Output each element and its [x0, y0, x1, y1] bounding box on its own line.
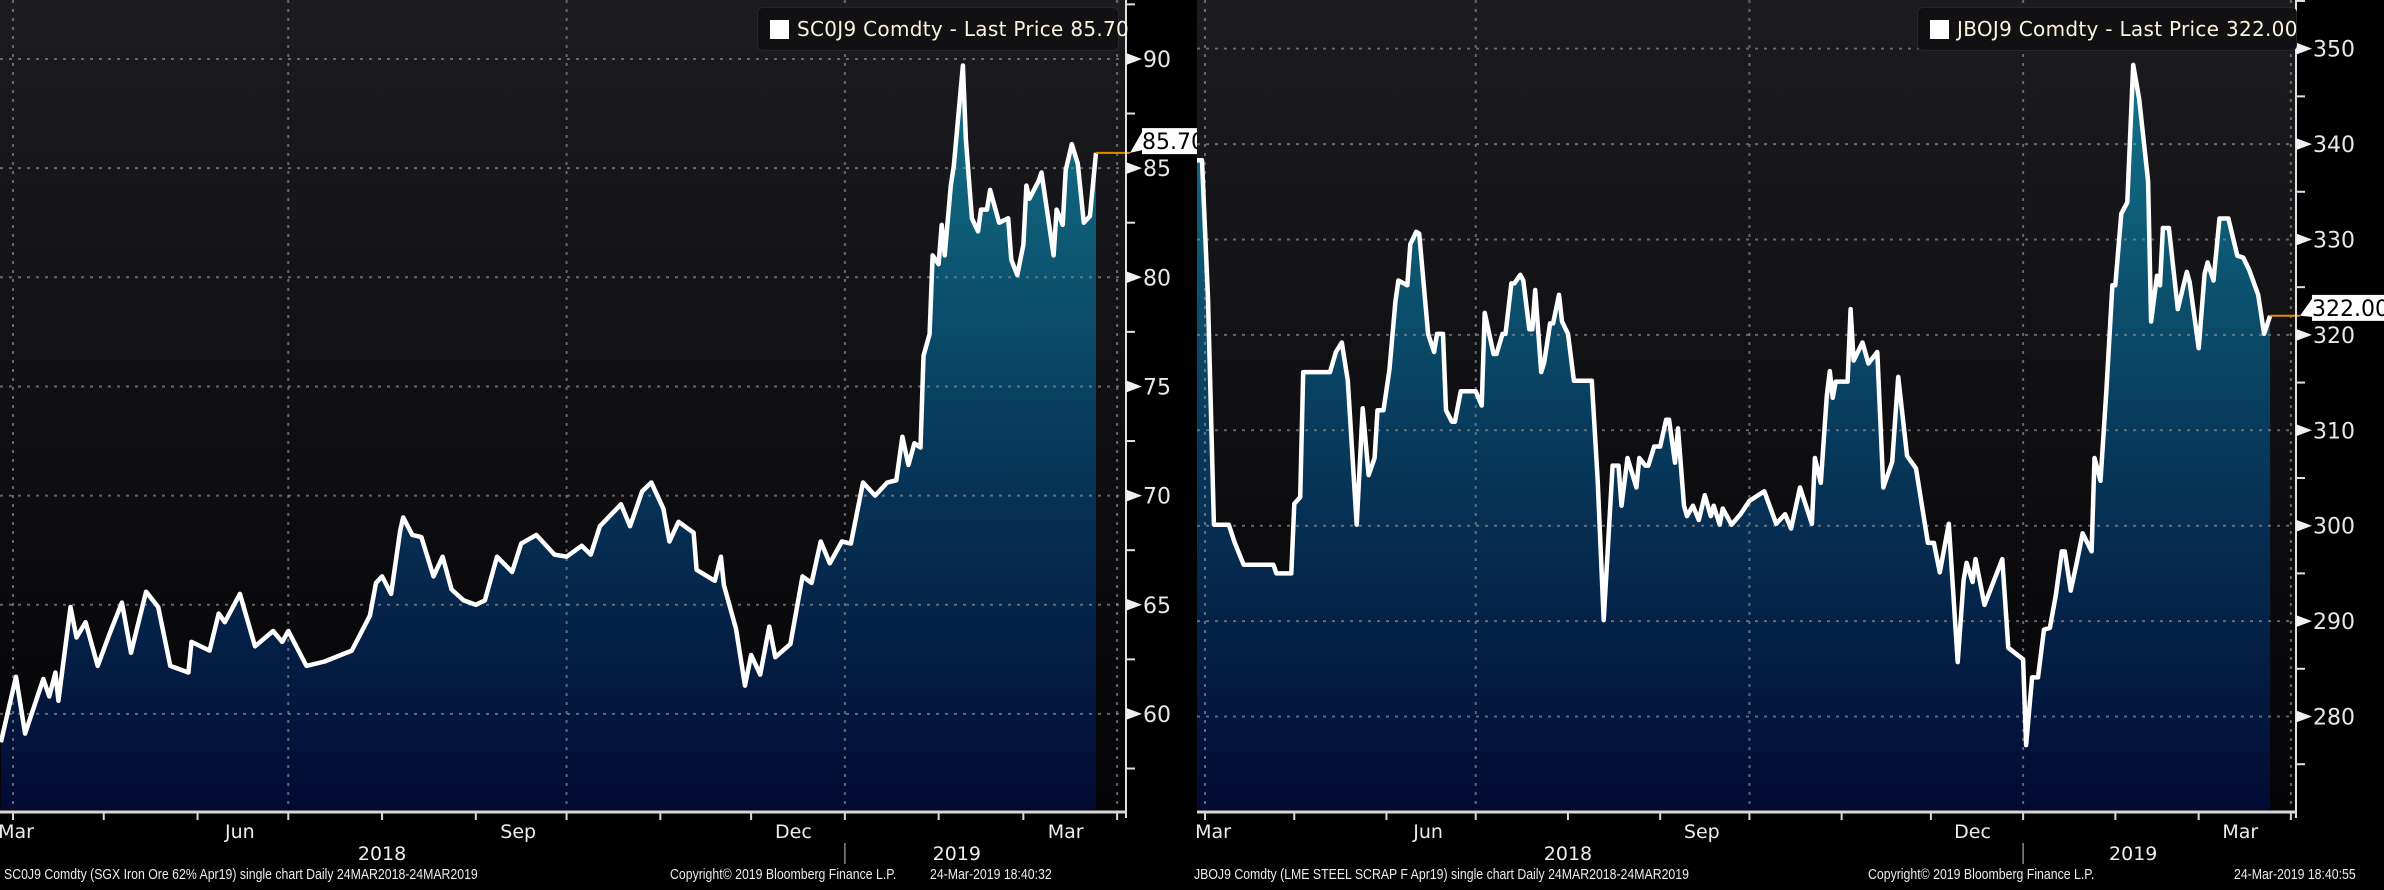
legend-left: SC0J9 Comdty - Last Price 85.70 [757, 7, 1129, 51]
y-tick-label: 85 [1143, 157, 1171, 182]
y-tick-marker-icon [2296, 519, 2312, 532]
y-tick-marker-icon [2296, 424, 2312, 437]
y-tick-label: 70 [1143, 485, 1171, 510]
y-tick-marker-icon [1126, 162, 1142, 175]
y-tick-label: 350 [2313, 38, 2355, 63]
x-year-label: 2019 [933, 843, 981, 865]
x-month-label: Mar [0, 821, 34, 843]
y-tick-label: 300 [2313, 515, 2355, 540]
legend-label: JBOJ9 Comdty - Last Price 322.00 [1957, 17, 2298, 41]
price-area [0, 65, 1096, 810]
x-month-label: Mar [1048, 821, 1084, 843]
last-price-tag [2300, 294, 2384, 321]
y-tick-marker-icon [1126, 598, 1142, 611]
footer-description-left: SC0J9 Comdty (SGX Iron Ore 62% Apr19) si… [4, 866, 478, 883]
x-month-label: Sep [1684, 821, 1720, 843]
price-line [0, 63, 1099, 743]
price-area [1197, 64, 2271, 810]
y-tick-marker-icon [1126, 380, 1142, 393]
x-year-label: 2018 [1544, 843, 1592, 865]
y-tick-label: 60 [1143, 703, 1171, 728]
x-month-label: Mar [2222, 821, 2258, 843]
y-tick-marker-icon [2296, 328, 2312, 341]
y-tick-label: 340 [2313, 133, 2355, 158]
x-month-label: Jun [224, 821, 255, 843]
y-tick-label: 330 [2313, 228, 2355, 253]
y-tick-label: 280 [2313, 706, 2355, 731]
y-tick-marker-icon [1126, 707, 1142, 720]
y-tick-label: 90 [1143, 48, 1171, 73]
x-month-label: Dec [1954, 821, 1991, 843]
y-tick-label: 75 [1143, 375, 1171, 400]
y-tick-label: 290 [2313, 610, 2355, 635]
footer-copyright-left: Copyright© 2019 Bloomberg Finance L.P. [670, 866, 897, 883]
y-tick-marker-icon [1126, 489, 1142, 502]
y-tick-marker-icon [1126, 52, 1142, 65]
x-year-label: 2019 [2109, 843, 2157, 865]
footer-timestamp-right: 24-Mar-2019 18:40:55 [2234, 866, 2356, 883]
legend-swatch-icon [770, 19, 789, 39]
y-tick-marker-icon [2296, 233, 2312, 246]
y-tick-marker-icon [2296, 615, 2312, 628]
x-month-label: Mar [1195, 821, 1231, 843]
chart-panel-0: 60 65 70 75 80 85 90 85.70 Mar Jun Sep Dec Mar 2018 20… [0, 0, 1205, 865]
footer-timestamp-left: 24-Mar-2019 18:40:32 [930, 866, 1052, 883]
y-tick-marker-icon [1126, 271, 1142, 284]
y-tick-label: 65 [1143, 594, 1171, 619]
y-tick-label: 80 [1143, 266, 1171, 291]
footer-copyright-right: Copyright© 2019 Bloomberg Finance L.P. [1868, 866, 2095, 883]
x-month-label: Sep [500, 821, 536, 843]
last-price-tag [1130, 128, 1204, 155]
legend-right: JBOJ9 Comdty - Last Price 322.00 [1917, 7, 2297, 51]
chart-panel-1: 280 290 300 310 320 330 340 350 322.00 Mar Jun Sep D… [1195, 0, 2384, 865]
y-tick-marker-icon [2296, 138, 2312, 151]
last-price-label: 322.00 [2312, 297, 2384, 322]
price-line [1197, 62, 2273, 748]
y-tick-label: 310 [2313, 419, 2355, 444]
y-tick-marker-icon [2296, 710, 2312, 723]
x-year-label: 2018 [358, 843, 406, 865]
legend-label: SC0J9 Comdty - Last Price 85.70 [797, 17, 1130, 41]
last-price-label: 85.70 [1142, 130, 1205, 155]
footer-description-right: JBOJ9 Comdty (LME STEEL SCRAP F Apr19) s… [1194, 866, 1689, 883]
x-month-label: Dec [775, 821, 812, 843]
x-month-label: Jun [1412, 821, 1443, 843]
y-tick-marker-icon [2296, 42, 2312, 55]
y-tick-label: 320 [2313, 324, 2355, 349]
legend-swatch-icon [1930, 19, 1949, 39]
